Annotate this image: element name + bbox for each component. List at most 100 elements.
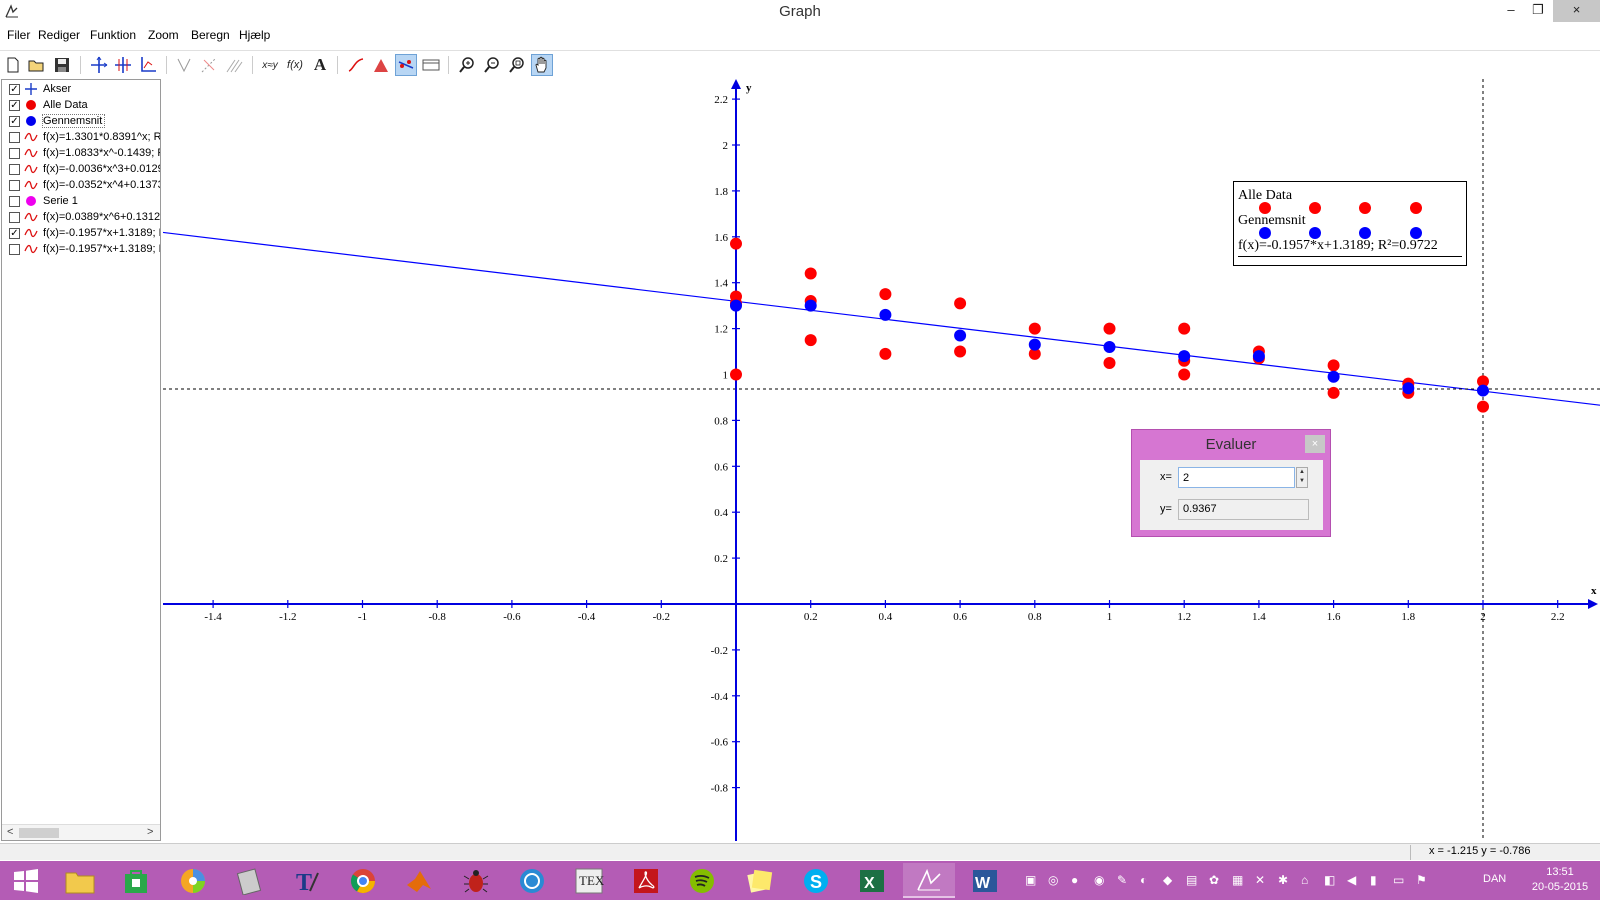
checkbox-function[interactable] bbox=[9, 244, 20, 255]
x-spin-buttons[interactable]: ▲ ▼ bbox=[1296, 467, 1308, 488]
menu-filer[interactable]: Filer bbox=[7, 28, 31, 42]
scroll-right-button[interactable]: > bbox=[147, 826, 154, 838]
list-item-serie-1[interactable]: Serie 1 bbox=[2, 193, 160, 209]
checkbox-serie-1[interactable] bbox=[9, 196, 20, 207]
horizontal-scrollbar[interactable]: < > bbox=[2, 824, 160, 840]
list-item-function[interactable]: f(x)=0.0389*x^6+0.1312* bbox=[2, 209, 160, 225]
spin-up-icon[interactable]: ▲ bbox=[1299, 469, 1305, 475]
tray-app-icon[interactable]: ◧ bbox=[1324, 873, 1336, 887]
xy-label-icon[interactable]: x≈y bbox=[262, 59, 278, 71]
archive-icon[interactable] bbox=[223, 863, 275, 898]
graph-icon[interactable] bbox=[903, 863, 955, 898]
evaluer-close-button[interactable]: × bbox=[1305, 435, 1325, 453]
list-item-alle-data[interactable]: ✓ Alle Data bbox=[2, 97, 160, 113]
trendline-icon[interactable] bbox=[395, 54, 417, 76]
tray-app-icon[interactable]: ◎ bbox=[1048, 873, 1059, 887]
word-icon[interactable]: W bbox=[959, 863, 1011, 898]
spin-down-icon[interactable]: ▼ bbox=[1299, 478, 1305, 484]
menu-rediger[interactable]: Rediger bbox=[38, 28, 81, 42]
power-icon[interactable]: ▭ bbox=[1393, 873, 1405, 887]
tray-app-icon[interactable]: ▤ bbox=[1186, 873, 1198, 887]
zoom-out-icon[interactable] bbox=[481, 54, 503, 76]
tray-app-icon[interactable]: ✱ bbox=[1278, 873, 1289, 887]
texnic-icon[interactable]: T bbox=[280, 863, 332, 898]
restore-button[interactable]: ❐ bbox=[1532, 2, 1544, 17]
list-item-akser[interactable]: ✓ Akser bbox=[2, 81, 160, 97]
series-icon[interactable] bbox=[223, 54, 245, 76]
checkbox-function[interactable] bbox=[9, 164, 20, 175]
list-item-function[interactable]: f(x)=-0.0036*x^3+0.0129 bbox=[2, 161, 160, 177]
axes-icon[interactable] bbox=[88, 54, 110, 76]
tray-app-icon[interactable]: ✎ bbox=[1117, 873, 1128, 887]
matlab-icon[interactable] bbox=[393, 863, 445, 898]
tray-app-icon[interactable]: ◐ bbox=[1140, 873, 1148, 887]
axes-grid-icon[interactable] bbox=[112, 54, 134, 76]
store-icon[interactable] bbox=[110, 863, 162, 898]
text-icon[interactable]: A bbox=[313, 55, 327, 74]
list-item-function[interactable]: f(x)=1.0833*x^-0.1439; F bbox=[2, 145, 160, 161]
checkbox-function[interactable] bbox=[9, 132, 20, 143]
bug-icon[interactable] bbox=[450, 863, 502, 898]
plot-svg[interactable]: x y -1.4 -1.2 -1 -0.8 -0.6 -0.4 -0.2 0.2 0.4 0.6 0.8… bbox=[163, 79, 1600, 841]
checkbox-trendline[interactable]: ✓ bbox=[9, 228, 20, 239]
checkbox-function[interactable] bbox=[9, 212, 20, 223]
list-item-gennemsnit[interactable]: ✓ Gennemsnit bbox=[2, 113, 160, 129]
checkbox-akser[interactable]: ✓ bbox=[9, 84, 20, 95]
network-icon[interactable]: ▮ bbox=[1370, 873, 1377, 887]
tray-app-icon[interactable]: ◉ bbox=[1094, 873, 1105, 887]
axes-arrow-icon[interactable] bbox=[137, 54, 159, 76]
list-item-function[interactable]: f(x)=-0.1957*x+1.3189; F bbox=[2, 241, 160, 257]
tray-app-icon[interactable]: ▦ bbox=[1232, 873, 1244, 887]
menu-beregn[interactable]: Beregn bbox=[191, 28, 230, 42]
volume-icon[interactable]: ◀ bbox=[1347, 873, 1357, 887]
tray-app-icon[interactable]: ● bbox=[1071, 873, 1079, 887]
new-file-icon[interactable] bbox=[2, 54, 24, 76]
tray-app-icon[interactable]: ⌂ bbox=[1301, 873, 1309, 887]
minimize-button[interactable]: – bbox=[1507, 2, 1515, 17]
windows-start-icon[interactable] bbox=[0, 863, 52, 898]
acrobat-icon[interactable] bbox=[620, 863, 672, 898]
chrome-icon[interactable] bbox=[337, 863, 389, 898]
graph-canvas[interactable]: x y -1.4 -1.2 -1 -0.8 -0.6 -0.4 -0.2 0.2 0.4 0.6 0.8… bbox=[163, 79, 1600, 841]
chart-legend[interactable]: Alle Data Gennemsnit f(x)=-0.1957*x+1.31… bbox=[1233, 181, 1467, 266]
insert-shading-icon[interactable] bbox=[370, 54, 392, 76]
spotify-icon[interactable] bbox=[676, 863, 728, 898]
close-button[interactable]: × bbox=[1553, 0, 1600, 22]
checkbox-gennemsnit[interactable]: ✓ bbox=[9, 116, 20, 127]
scrollbar-thumb[interactable] bbox=[19, 828, 59, 838]
skype-icon[interactable]: S bbox=[790, 863, 842, 898]
zoom-in-icon[interactable] bbox=[456, 54, 478, 76]
keyboard-language[interactable]: DAN bbox=[1483, 873, 1507, 885]
list-item-function[interactable]: f(x)=1.3301*0.8391^x; R² bbox=[2, 129, 160, 145]
save-icon[interactable] bbox=[51, 54, 73, 76]
fx-icon[interactable]: f(x) bbox=[287, 59, 303, 71]
list-item-trendline[interactable]: ✓ f(x)=-0.1957*x+1.3189; F bbox=[2, 225, 160, 241]
insert-function-icon[interactable] bbox=[345, 54, 367, 76]
menu-hjaelp[interactable]: Hjælp bbox=[239, 28, 271, 42]
tray-app-icon[interactable]: ✿ bbox=[1209, 873, 1220, 887]
checkbox-function[interactable] bbox=[9, 148, 20, 159]
x-input[interactable] bbox=[1178, 467, 1295, 488]
taskbar-clock[interactable]: 13:51 20-05-2015 bbox=[1527, 865, 1593, 895]
hand-pan-icon[interactable] bbox=[531, 54, 553, 76]
zoom-window-icon[interactable] bbox=[506, 54, 528, 76]
tray-app-icon[interactable]: ◆ bbox=[1163, 873, 1173, 887]
list-item-function[interactable]: f(x)=-0.0352*x^4+0.1373 bbox=[2, 177, 160, 193]
picasa-icon[interactable] bbox=[167, 863, 219, 898]
file-explorer-icon[interactable] bbox=[54, 863, 106, 898]
checkbox-alle-data[interactable]: ✓ bbox=[9, 100, 20, 111]
graph-app-icon[interactable] bbox=[4, 3, 20, 19]
open-folder-icon[interactable] bbox=[26, 54, 48, 76]
shading-icon[interactable] bbox=[198, 54, 220, 76]
checkbox-function[interactable] bbox=[9, 180, 20, 191]
scroll-left-button[interactable]: < bbox=[7, 826, 14, 838]
menu-funktion[interactable]: Funktion bbox=[90, 28, 137, 42]
tray-app-icon[interactable]: ✕ bbox=[1255, 873, 1266, 887]
menu-zoom[interactable]: Zoom bbox=[148, 28, 179, 42]
app-circle-icon[interactable] bbox=[506, 863, 558, 898]
excel-icon[interactable]: X bbox=[846, 863, 898, 898]
sticky-notes-icon[interactable] bbox=[733, 863, 785, 898]
tangent-icon[interactable] bbox=[173, 54, 195, 76]
flag-icon[interactable]: ⚑ bbox=[1416, 873, 1427, 887]
tex-icon[interactable]: TEX bbox=[563, 863, 615, 898]
